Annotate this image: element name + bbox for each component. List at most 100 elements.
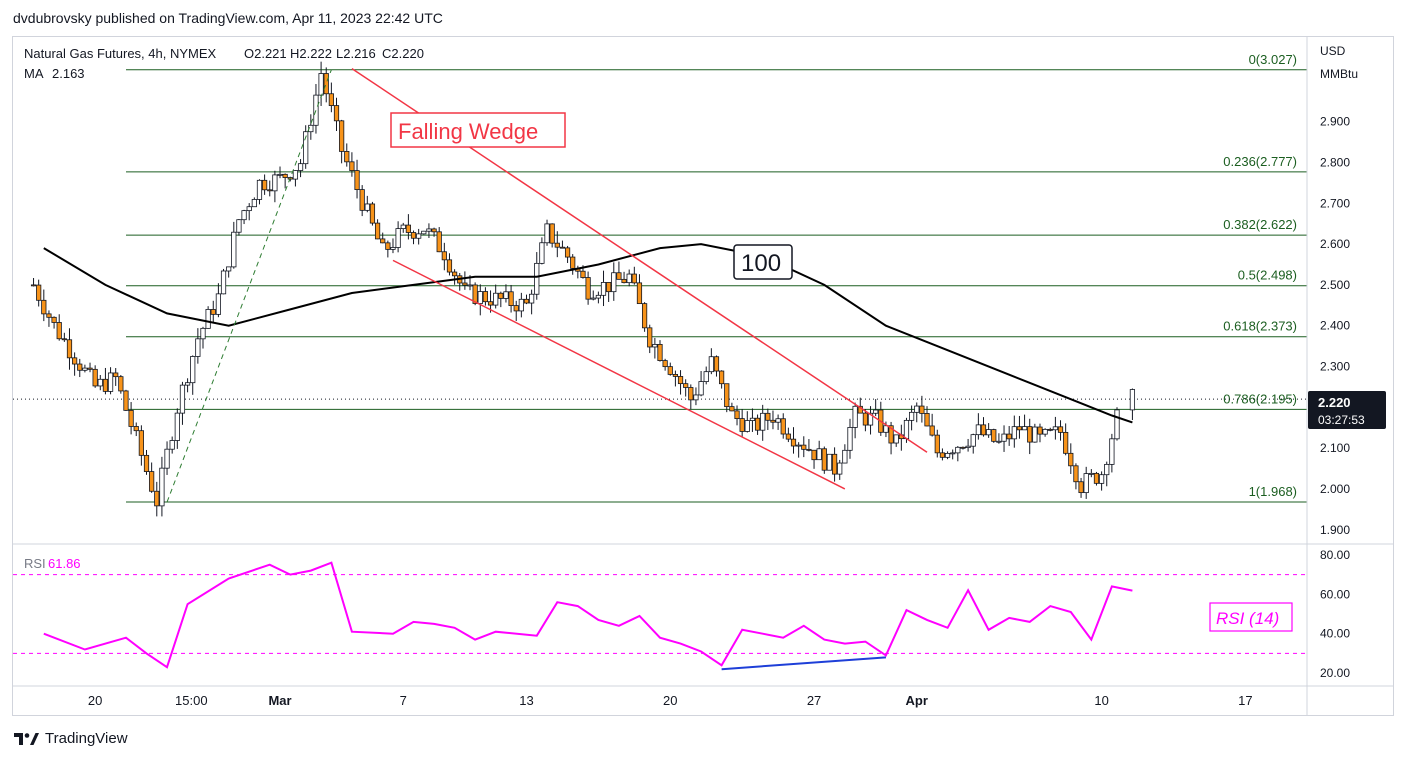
candle-body-up	[313, 94, 319, 126]
candle	[939, 448, 946, 461]
candle	[523, 294, 530, 305]
candle	[92, 365, 98, 388]
candle	[1078, 477, 1084, 498]
candle	[683, 379, 689, 397]
candle	[385, 240, 391, 258]
candle	[950, 449, 956, 460]
candle-body-down	[513, 305, 519, 312]
candle-body-up	[215, 293, 221, 315]
time-tick-label: 20	[663, 693, 677, 708]
candle	[72, 352, 78, 376]
candle	[831, 447, 838, 482]
candle-body-up	[883, 425, 889, 433]
candle-body-up	[190, 356, 196, 384]
symbol-legend[interactable]: Natural Gas Futures, 4h, NYMEX O2.221 H2.…	[24, 46, 424, 81]
candle	[46, 310, 52, 327]
candle-body-up	[518, 298, 524, 312]
candle-body-down	[61, 338, 67, 341]
candle-body-down	[56, 322, 62, 340]
candle	[652, 337, 658, 359]
candle	[708, 348, 714, 375]
candle	[292, 170, 299, 187]
candle-body-down	[333, 105, 340, 122]
candle	[493, 284, 499, 309]
candle	[1047, 427, 1053, 432]
candle-body-down	[323, 73, 329, 95]
fib-level-label: 0.5(2.498)	[1238, 268, 1297, 283]
candle-body-up	[534, 262, 540, 295]
candle-body-down	[641, 303, 648, 329]
candle-body-down	[1027, 426, 1033, 443]
price-tick-label: 2.400	[1320, 319, 1350, 333]
candle-body-up	[493, 292, 499, 306]
candle	[97, 374, 103, 391]
candle-body-up	[231, 231, 237, 268]
candle	[1006, 426, 1012, 446]
candle	[775, 414, 781, 430]
candle-body-up	[842, 449, 848, 464]
candle-body-up	[390, 247, 396, 250]
candle	[215, 283, 221, 318]
symbol-name: Natural Gas Futures, 4h, NYMEX	[24, 46, 217, 61]
candle-body-down	[385, 242, 391, 250]
ma-period-box	[733, 244, 793, 280]
candle-body-down	[960, 446, 966, 449]
candle	[837, 459, 843, 480]
footer[interactable]: TradingView	[13, 730, 128, 747]
candle	[51, 316, 57, 329]
candle	[200, 326, 206, 349]
candle	[149, 462, 155, 493]
candle	[955, 446, 961, 462]
candle	[1063, 423, 1069, 456]
candle	[513, 300, 519, 322]
candle-body-down	[1078, 481, 1084, 494]
candle	[739, 408, 745, 437]
rsi-box-border	[1209, 602, 1293, 632]
rsi-legend[interactable]: RSI 61.86	[24, 556, 81, 571]
candle-body-down	[1047, 428, 1053, 431]
candle	[919, 395, 925, 423]
candle-body-down	[102, 378, 109, 392]
candle	[457, 272, 463, 291]
rsi-value: 61.86	[48, 556, 81, 571]
candle	[477, 284, 483, 316]
candle-body-down	[549, 223, 555, 244]
candle-body-down	[677, 376, 684, 385]
candle-body-down	[688, 387, 694, 401]
candle-body-down	[462, 282, 468, 286]
ohlc-h: H2.222	[290, 46, 332, 61]
candle	[143, 449, 150, 475]
candle	[647, 324, 653, 354]
chart-frame	[12, 36, 1394, 716]
candle	[1016, 415, 1023, 439]
candle	[390, 238, 396, 254]
rsi-divergence-line	[721, 656, 887, 671]
candle	[662, 358, 668, 371]
candle-body-up	[975, 424, 981, 436]
candle-body-up	[195, 338, 201, 357]
candle-body-up	[1021, 426, 1028, 431]
candle-body-up	[1042, 428, 1048, 435]
candle	[677, 370, 684, 395]
candle	[1093, 471, 1100, 486]
candle	[380, 232, 386, 244]
candle	[226, 266, 232, 278]
candle-body-down	[862, 412, 868, 426]
candle-body-up	[852, 405, 858, 428]
candle-body-up	[590, 297, 596, 300]
candle	[749, 408, 756, 432]
candle-body-up	[847, 427, 853, 451]
candle	[405, 214, 411, 240]
falling-wedge-label: Falling Wedge	[390, 112, 566, 148]
candle	[790, 427, 797, 454]
candle	[236, 219, 242, 236]
brand-name: TradingView	[45, 730, 128, 747]
candle-body-down	[441, 251, 447, 261]
candle-body-up	[179, 384, 186, 414]
candle-body-down	[66, 339, 73, 359]
candle-body-up	[529, 293, 535, 304]
candle-body-down	[51, 316, 57, 323]
candle	[61, 332, 67, 342]
candle	[1114, 407, 1120, 441]
